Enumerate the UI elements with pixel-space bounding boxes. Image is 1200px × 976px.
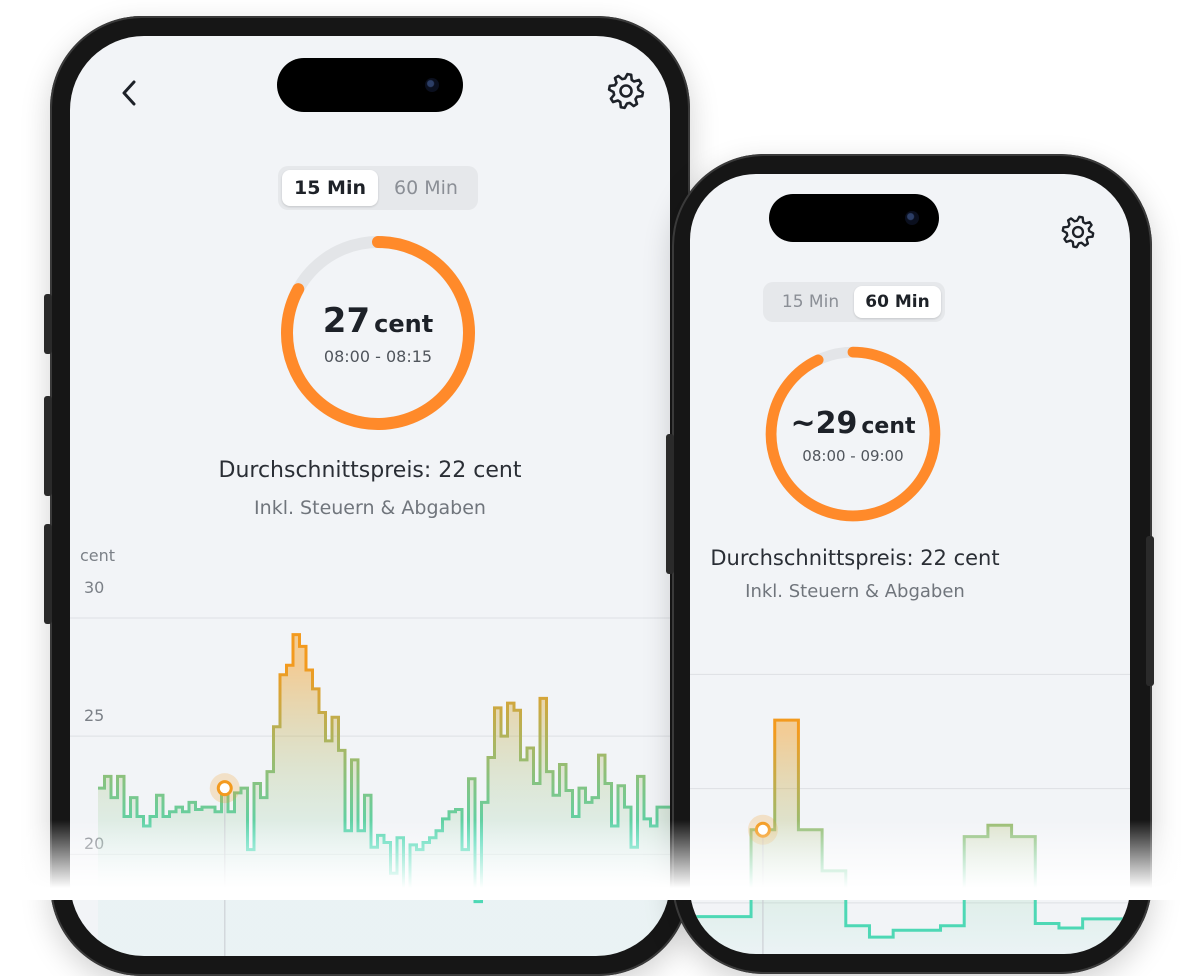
phone-frame-left: 15 Min 60 Min 27 cent 08:00 - 08:15 Durch… [44, 16, 690, 976]
average-price: Durchschnittspreis: 22 cent [218, 458, 522, 483]
highlight-point[interactable] [216, 780, 233, 797]
price-value: ~29 [790, 406, 858, 441]
phone-side-button [44, 524, 52, 624]
phone-frame-right: 15 Min 60 Min ~29 cent 08:00 - 09:00 Durc… [666, 154, 1154, 974]
y-tick-label: 30 [84, 578, 105, 597]
price-chart-15min[interactable] [70, 556, 670, 956]
segment-15-min[interactable]: 15 Min [282, 170, 378, 206]
camera-icon [905, 211, 919, 225]
current-price: 27 cent [278, 301, 478, 341]
price-ring [765, 346, 941, 522]
dynamic-island [277, 58, 463, 112]
phone-screen-right: 15 Min 60 Min ~29 cent 08:00 - 09:00 Durc… [690, 174, 1130, 954]
segment-15-min[interactable]: 15 Min [781, 292, 840, 312]
price-unit: cent [861, 414, 916, 439]
camera-icon [425, 78, 439, 92]
highlight-point[interactable] [754, 821, 771, 838]
phone-side-button [666, 434, 674, 574]
average-price: Durchschnittspreis: 22 cent [710, 546, 1000, 570]
phone-side-button [44, 396, 52, 496]
price-unit: cent [374, 310, 434, 338]
ring-progress [765, 346, 941, 522]
tax-note: Inkl. Steuern & Abgaben [254, 497, 486, 519]
phone-side-button [44, 294, 52, 354]
gear-icon[interactable] [1060, 214, 1096, 250]
ring-progress [281, 236, 475, 430]
dynamic-island [769, 194, 939, 242]
phone-side-button [1146, 536, 1154, 686]
y-axis-unit: cent [80, 546, 116, 565]
price-chart-60min[interactable] [690, 614, 1130, 954]
y-tick-label: 25 [84, 706, 105, 725]
tax-note: Inkl. Steuern & Abgaben [745, 581, 965, 602]
phone-screen-left: 15 Min 60 Min 27 cent 08:00 - 08:15 Durch… [70, 36, 670, 956]
ring-content: ~29 cent 08:00 - 09:00 [763, 406, 943, 465]
interval-segmented-control[interactable]: 15 Min 60 Min [763, 282, 945, 322]
price-ring [281, 236, 475, 430]
gear-icon[interactable] [606, 71, 646, 111]
price-value: 27 [322, 301, 371, 341]
time-range: 08:00 - 08:15 [323, 347, 433, 366]
interval-segmented-control[interactable]: 15 Min 60 Min [278, 166, 478, 210]
segment-60-min[interactable]: 60 Min [394, 177, 458, 199]
ring-content: 27 cent 08:00 - 08:15 [278, 301, 478, 366]
chevron-left-icon[interactable] [120, 78, 138, 108]
time-range: 08:00 - 09:00 [802, 447, 904, 465]
current-price: ~29 cent [763, 406, 943, 441]
segment-60-min[interactable]: 60 Min [854, 286, 941, 318]
